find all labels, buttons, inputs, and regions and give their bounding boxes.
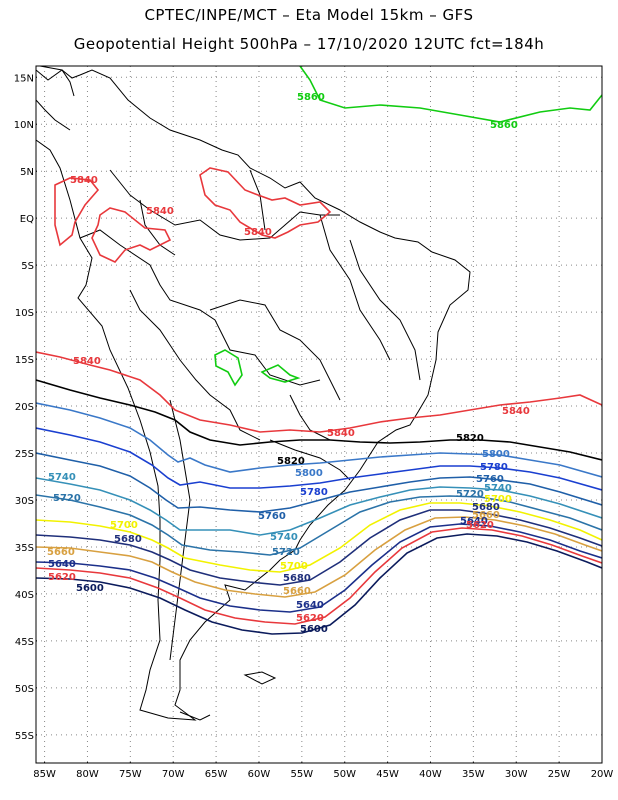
latitude-labels: 15N 10N 5N EQ 5S 10S 15S 20S 25S 30S 35S 40S 45S 50S 5… (14, 73, 34, 742)
contour-label: 5640 (460, 516, 488, 527)
contour-label: 5720 (456, 489, 484, 500)
contour-label: 5740 (270, 532, 298, 543)
contour-label: 5820 (456, 433, 484, 444)
contour-5800 (36, 402, 602, 478)
contour-label: 5800 (482, 449, 510, 460)
lon-label: 50W (333, 769, 356, 780)
lat-label: 5S (21, 261, 34, 272)
contour-label: 5860 (297, 92, 325, 103)
lon-label: 75W (119, 769, 142, 780)
contour-label: 5700 (110, 520, 138, 531)
lat-label: 55S (15, 731, 34, 742)
lat-label: 50S (15, 684, 34, 695)
contour-5640 (36, 523, 602, 613)
contour-labels: 5860 5860 5840 5840 5840 5840 5840 5840 … (47, 92, 530, 635)
contour-label: 5820 (277, 456, 305, 467)
contour-label: 5680 (114, 534, 142, 545)
lat-label: 15S (15, 355, 34, 366)
lat-label: 25S (15, 449, 34, 460)
contour-label: 5620 (48, 572, 76, 583)
lat-label: 30S (15, 496, 34, 507)
contour-5860-north (299, 66, 602, 123)
contour-label: 5840 (244, 227, 272, 238)
contour-label: 5840 (70, 175, 98, 186)
title-line-1: CPTEC/INPE/MCT – Eta Model 15km – GFS (144, 6, 474, 24)
contour-label: 5680 (472, 502, 500, 513)
contour-label: 5860 (490, 120, 518, 131)
lat-label: 5N (20, 167, 34, 178)
lat-label: 15N (14, 73, 34, 84)
contour-label: 5640 (48, 559, 76, 570)
lon-label: 45W (376, 769, 399, 780)
lon-label: 60W (248, 769, 271, 780)
lon-label: 85W (33, 769, 56, 780)
contour-5680 (36, 509, 602, 586)
contour-label: 5680 (283, 573, 311, 584)
contour-label: 5840 (502, 406, 530, 417)
title-line-2: Geopotential Height 500hPa – 17/10/2020 … (73, 35, 545, 53)
contour-5600 (36, 533, 602, 635)
contour-5700 (36, 502, 602, 573)
lat-label: EQ (20, 214, 34, 225)
contour-label: 5640 (296, 600, 324, 611)
contour-5760 (36, 452, 602, 513)
coastline (36, 66, 471, 721)
contour-label: 5660 (283, 586, 311, 597)
contour-label: 5720 (53, 493, 81, 504)
lon-label: 70W (162, 769, 185, 780)
contour-label: 5620 (466, 520, 494, 531)
contour-label: 5700 (280, 561, 308, 572)
contour-label: 5620 (296, 613, 324, 624)
contour-label: 5840 (327, 428, 355, 439)
contour-label: 5780 (480, 462, 508, 473)
longitude-labels: 85W 80W 75W 70W 65W 60W 55W 50W 45W 40W 35W 30W 25W 2… (33, 769, 613, 780)
contour-label: 5660 (47, 547, 75, 558)
lat-label: 40S (15, 590, 34, 601)
contour-label: 5800 (295, 468, 323, 479)
contour-5840-north-central (199, 167, 332, 239)
contour-5620 (36, 527, 602, 625)
lon-label: 40W (419, 769, 442, 780)
contour-label: 5660 (472, 510, 500, 521)
lon-label: 65W (205, 769, 228, 780)
contour-label: 5760 (476, 474, 504, 485)
lat-label: 10N (14, 120, 34, 131)
contour-5720 (36, 494, 602, 556)
lat-label: 35S (15, 543, 34, 554)
contour-5660 (36, 516, 602, 598)
contour-label: 5740 (484, 483, 512, 494)
lon-label: 20W (591, 769, 614, 780)
contour-label: 5760 (258, 511, 286, 522)
lat-label: 20S (15, 402, 34, 413)
contour-label: 5700 (484, 494, 512, 505)
lon-label: 80W (76, 769, 99, 780)
contour-5860-south (214, 349, 301, 387)
lon-label: 25W (548, 769, 571, 780)
contour-5820 (36, 379, 602, 461)
contour-5780 (36, 427, 602, 491)
lat-label: 10S (15, 308, 34, 319)
contour-lines (36, 66, 602, 635)
map-frame (35, 65, 603, 764)
contour-label: 5720 (272, 547, 300, 558)
lon-label: 35W (462, 769, 485, 780)
contour-label: 5600 (76, 583, 104, 594)
contour-label: 5840 (73, 356, 101, 367)
contour-5840-south (36, 351, 602, 433)
contour-label: 5840 (146, 206, 174, 217)
contour-5740 (36, 477, 602, 536)
lat-lon-grid (36, 66, 603, 763)
contour-label: 5780 (300, 487, 328, 498)
contour-label: 5600 (300, 624, 328, 635)
contour-5840-northwest (54, 177, 172, 263)
lon-label: 55W (291, 769, 314, 780)
contour-label: 5740 (48, 472, 76, 483)
lon-label: 30W (505, 769, 528, 780)
lat-label: 45S (15, 637, 34, 648)
